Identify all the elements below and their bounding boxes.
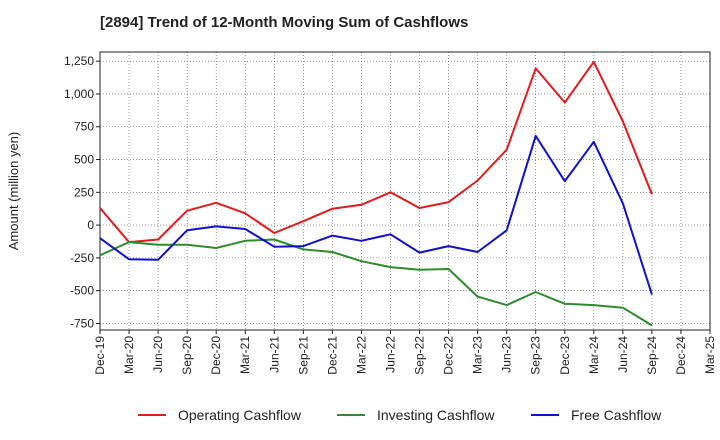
y-tick-label: -500: [70, 284, 94, 298]
x-tick-label: Jun-21: [267, 336, 281, 373]
series-line-free-cashflow: [99, 134, 653, 295]
grid: [99, 52, 711, 330]
y-axis-label: Amount (million yen): [6, 132, 21, 251]
x-tick-label: Mar-21: [238, 336, 252, 374]
legend-label: Investing Cashflow: [377, 407, 495, 423]
legend: Operating Cashflow Investing Cashflow Free…: [138, 407, 662, 423]
y-tick-label: 500: [74, 153, 94, 167]
y-tick-label: 1,000: [64, 87, 94, 101]
x-tick-label: Sep-20: [180, 336, 194, 375]
x-tick-label: Jun-20: [151, 336, 165, 373]
x-tick-label: Mar-23: [471, 336, 485, 374]
x-tick-label: Dec-20: [209, 336, 223, 375]
x-tick-label: Dec-24: [674, 336, 688, 375]
legend-label: Operating Cashflow: [178, 407, 302, 423]
x-tick-label: Mar-24: [587, 336, 601, 374]
y-tick-label: 0: [87, 218, 94, 232]
x-tick-label: Dec-19: [93, 336, 107, 375]
y-tick-label: 250: [74, 185, 94, 199]
y-axis: 1,250 1,000 750 500 250 0 -250 -500 -750: [64, 54, 100, 330]
legend-label: Free Cashflow: [571, 407, 662, 423]
x-tick-label: Mar-25: [703, 336, 717, 374]
x-tick-label: Dec-22: [442, 336, 456, 375]
plot-frame: [99, 51, 711, 331]
x-tick-label: Jun-24: [616, 336, 630, 373]
x-tick-label: Sep-23: [529, 336, 543, 375]
x-tick-label: Sep-22: [413, 336, 427, 375]
series-group: [99, 60, 653, 327]
y-tick-label: -750: [70, 316, 94, 330]
x-tick-label: Jun-23: [500, 336, 514, 373]
x-tick-label: Dec-23: [558, 336, 572, 375]
x-axis: Dec-19 Mar-20 Jun-20 Sep-20 Dec-20 Mar-21 Jun-…: [93, 330, 717, 375]
x-tick-label: Mar-22: [354, 336, 368, 374]
series-line-operating-cashflow: [99, 60, 653, 244]
y-tick-label: -250: [70, 251, 94, 265]
chart-title: [2894] Trend of 12-Month Moving Sum of C…: [100, 14, 469, 31]
y-tick-label: 750: [74, 120, 94, 134]
x-tick-label: Sep-24: [645, 336, 659, 375]
series-line-investing-cashflow: [99, 238, 653, 327]
y-tick-label: 1,250: [64, 54, 94, 68]
x-tick-label: Mar-20: [122, 336, 136, 374]
x-tick-label: Jun-22: [383, 336, 397, 373]
x-tick-label: Dec-21: [325, 336, 339, 375]
x-tick-label: Sep-21: [296, 336, 310, 375]
